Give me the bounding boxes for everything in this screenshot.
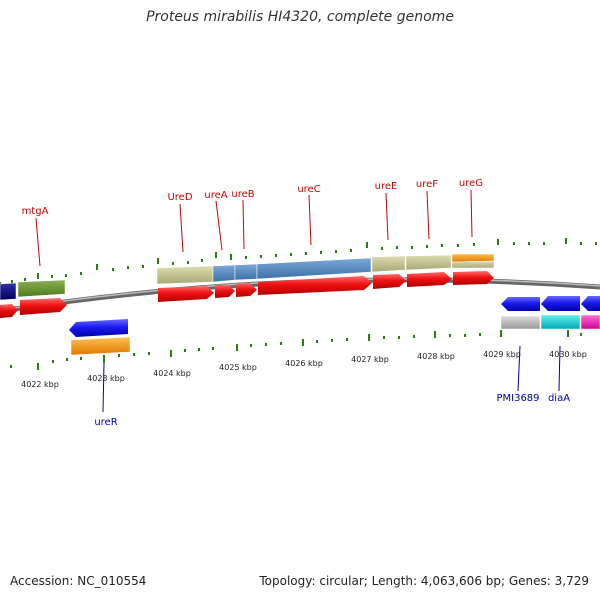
- tick-major: [37, 363, 39, 370]
- cds-forward-arrow[interactable]: [20, 298, 67, 315]
- lower-feature-track: [70, 314, 600, 356]
- gene-label-UreD[interactable]: UreD: [167, 192, 192, 203]
- tick-major: [96, 264, 98, 270]
- tick-major: [215, 252, 217, 258]
- lower-tick-track: [10, 330, 582, 370]
- cds-reverse-arrow[interactable]: [501, 297, 540, 311]
- gene-label-ureB[interactable]: ureB: [231, 189, 254, 200]
- gene-label-ureG[interactable]: ureG: [459, 178, 483, 189]
- feature-olive[interactable]: [17, 279, 66, 298]
- leader-ureG: [470, 189, 473, 238]
- leader-UreD: [179, 203, 184, 253]
- reverse-cds-track: [69, 296, 600, 337]
- feature-PMI3689[interactable]: [500, 315, 541, 330]
- gene-label-ureA[interactable]: ureA: [204, 190, 227, 201]
- tick-major: [567, 330, 569, 337]
- gene-label-ureE[interactable]: ureE: [375, 181, 398, 192]
- feature-ureB[interactable]: [234, 263, 258, 281]
- scale-label-4023: 4023 kbp: [87, 374, 125, 383]
- scale-label-4029: 4029 kbp: [483, 350, 521, 359]
- tick-major: [230, 254, 232, 260]
- cds-reverse-arrow[interactable]: [541, 296, 580, 311]
- leader-mtgA: [35, 217, 41, 267]
- gene-labels: mtgA UreD ureA ureB ureC ureE ureF ureG …: [22, 178, 571, 428]
- leader-PMI3689: [517, 345, 521, 392]
- cds-reverse-arrow[interactable]: [581, 296, 600, 311]
- leader-ureE: [385, 192, 389, 241]
- tick-major: [157, 258, 159, 264]
- feature-ureE[interactable]: [371, 255, 406, 273]
- leader-ureF: [426, 190, 430, 240]
- tick-major: [434, 331, 436, 338]
- tick-major: [500, 330, 502, 337]
- scale-label-4025: 4025 kbp: [219, 363, 257, 372]
- cds-ureC-arrow[interactable]: [258, 276, 372, 295]
- feature-ureG-bottom[interactable]: [451, 260, 495, 269]
- scale-label-4026: 4026 kbp: [285, 359, 323, 368]
- cds-ureD-arrow[interactable]: [158, 286, 214, 302]
- feature-ureF[interactable]: [405, 254, 452, 271]
- cds-ureE-arrow[interactable]: [373, 274, 406, 289]
- upper-feature-track: [0, 253, 495, 301]
- feature-ureR[interactable]: [70, 336, 131, 356]
- scale-labels: 4022 kbp 4023 kbp 4024 kbp 4025 kbp 4026…: [21, 350, 587, 389]
- feature-navy[interactable]: [0, 282, 17, 301]
- feature-ureD[interactable]: [156, 265, 214, 285]
- feature-ureA[interactable]: [212, 264, 236, 283]
- gene-label-ureC[interactable]: ureC: [297, 184, 320, 195]
- gene-label-diaA[interactable]: diaA: [548, 393, 570, 404]
- tick-major: [103, 355, 105, 363]
- tick-major: [170, 350, 172, 357]
- leader-diaA: [558, 345, 561, 392]
- gene-label-PMI3689[interactable]: PMI3689: [496, 393, 539, 404]
- gene-label-ureR[interactable]: ureR: [94, 417, 117, 428]
- tick-major: [366, 242, 368, 248]
- leader-ureC: [308, 194, 312, 246]
- tick-major: [236, 344, 238, 351]
- gene-label-ureF[interactable]: ureF: [416, 179, 438, 190]
- tick-major: [37, 273, 39, 279]
- cds-ureG-arrow[interactable]: [453, 271, 494, 285]
- feature-diaA[interactable]: [540, 314, 581, 330]
- leader-ureA: [215, 200, 223, 251]
- topology-label: Topology: circular; Length: 4,063,606 bp…: [259, 574, 589, 588]
- tick-major: [368, 334, 370, 341]
- scale-label-4022: 4022 kbp: [21, 380, 59, 389]
- label-leaders: [35, 189, 561, 413]
- leader-ureB: [242, 199, 245, 250]
- accession-label: Accession: NC_010554: [10, 574, 147, 588]
- leader-ureR: [102, 362, 105, 413]
- cds-ureR-arrow[interactable]: [69, 319, 128, 337]
- cds-ureA-arrow[interactable]: [215, 285, 235, 298]
- upper-tick-track: [0, 238, 597, 285]
- map-title: Proteus mirabilis HI4320, complete genom…: [146, 9, 454, 25]
- forward-cds-track: [0, 271, 494, 318]
- scale-label-4027: 4027 kbp: [351, 355, 389, 364]
- cds-ureB-arrow[interactable]: [236, 283, 257, 297]
- cds-forward-arrow[interactable]: [0, 304, 18, 318]
- tick-major: [565, 238, 567, 244]
- tick-major: [302, 339, 304, 346]
- scale-label-4028: 4028 kbp: [417, 352, 455, 361]
- feature-ureG-top[interactable]: [451, 253, 495, 263]
- cds-ureF-arrow[interactable]: [407, 272, 452, 287]
- scale-label-4030: 4030 kbp: [549, 350, 587, 359]
- tick-major: [497, 239, 499, 245]
- feature-magenta[interactable]: [580, 314, 600, 330]
- gene-label-mtgA[interactable]: mtgA: [22, 206, 49, 217]
- feature-ureC[interactable]: [256, 257, 372, 280]
- scale-label-4024: 4024 kbp: [153, 369, 191, 378]
